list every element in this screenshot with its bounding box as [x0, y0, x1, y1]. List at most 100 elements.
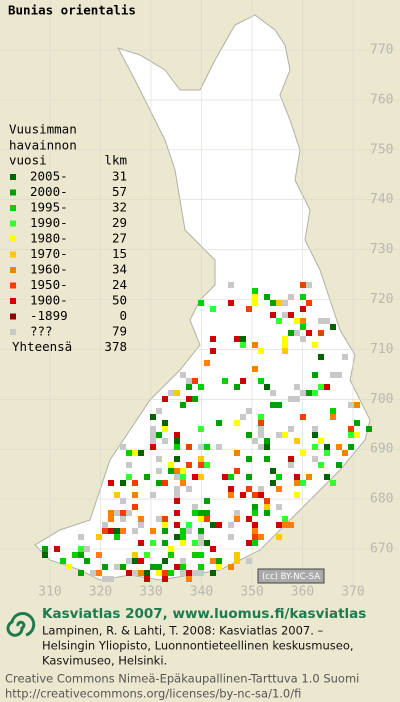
- record-square: [258, 486, 264, 492]
- record-square: [156, 432, 162, 438]
- record-square: [162, 540, 168, 546]
- legend-period: 1900-: [30, 293, 68, 308]
- record-square: [108, 510, 114, 516]
- citation: Helsingin Yliopisto, Luonnontieteellinen…: [42, 639, 354, 653]
- finland-outline: [34, 14, 371, 581]
- record-square: [228, 534, 234, 540]
- record-square: [186, 528, 192, 534]
- record-square: [228, 486, 234, 492]
- record-square: [264, 438, 270, 444]
- record-square: [336, 444, 342, 450]
- record-square: [264, 444, 270, 450]
- record-square: [198, 540, 204, 546]
- record-square: [174, 390, 180, 396]
- north-label: 710: [370, 342, 393, 357]
- legend-count: 29: [112, 215, 127, 230]
- record-square: [228, 282, 234, 288]
- record-square: [252, 510, 258, 516]
- record-square: [216, 564, 222, 570]
- record-square: [252, 288, 258, 294]
- record-square: [300, 450, 306, 456]
- record-square: [246, 540, 252, 546]
- legend-period: 2000-: [30, 184, 68, 199]
- record-square: [276, 534, 282, 540]
- record-square: [246, 432, 252, 438]
- record-square: [156, 408, 162, 414]
- record-square: [228, 474, 234, 480]
- record-square: [234, 552, 240, 558]
- record-square: [120, 516, 126, 522]
- record-square: [210, 522, 216, 528]
- legend-count: 34: [112, 262, 127, 277]
- record-square: [126, 558, 132, 564]
- record-square: [312, 432, 318, 438]
- north-label: 750: [370, 142, 393, 157]
- legend-period: 1970-: [30, 246, 68, 261]
- legend-period: 1980-: [30, 231, 68, 246]
- record-square: [180, 474, 186, 480]
- record-square: [174, 438, 180, 444]
- record-square: [180, 528, 186, 534]
- record-square: [276, 432, 282, 438]
- record-square: [204, 444, 210, 450]
- record-square: [108, 576, 114, 582]
- record-square: [186, 444, 192, 450]
- record-square: [228, 300, 234, 306]
- record-square: [282, 300, 288, 306]
- record-square: [276, 300, 282, 306]
- record-square: [174, 522, 180, 528]
- headline: Kasviatlas 2007, www.luomus.fi/kasviatla…: [42, 606, 366, 622]
- legend-swatch: [10, 329, 16, 335]
- record-square: [96, 552, 102, 558]
- record-square: [276, 402, 282, 408]
- record-square: [174, 444, 180, 450]
- legend-count: 32: [112, 200, 127, 215]
- record-square: [156, 564, 162, 570]
- record-square: [306, 282, 312, 288]
- record-square: [132, 504, 138, 510]
- record-square: [114, 528, 120, 534]
- legend-total: 378: [104, 339, 127, 354]
- legend-heading: vuosi: [9, 153, 47, 168]
- record-square: [210, 570, 216, 576]
- record-square: [186, 570, 192, 576]
- record-square: [114, 534, 120, 540]
- record-square: [156, 516, 162, 522]
- record-square: [264, 456, 270, 462]
- record-square: [282, 432, 288, 438]
- record-square: [210, 546, 216, 552]
- badge-box: [257, 568, 325, 584]
- record-square: [342, 450, 348, 456]
- record-square: [288, 462, 294, 468]
- record-square: [252, 522, 258, 528]
- record-square: [186, 576, 192, 582]
- record-square: [186, 522, 192, 528]
- record-square: [330, 414, 336, 420]
- logo: [6, 612, 36, 637]
- record-square: [312, 342, 318, 348]
- record-square: [132, 570, 138, 576]
- record-square: [144, 570, 150, 576]
- legend-period: 1950-: [30, 277, 68, 292]
- record-square: [306, 330, 312, 336]
- record-square: [294, 384, 300, 390]
- record-square: [168, 390, 174, 396]
- record-square: [282, 336, 288, 342]
- record-square: [174, 432, 180, 438]
- record-square: [276, 318, 282, 324]
- legend-period: ???: [30, 324, 53, 339]
- north-label: 770: [370, 43, 393, 58]
- legend-swatch: [10, 313, 16, 320]
- record-square: [228, 564, 234, 570]
- record-square: [84, 546, 90, 552]
- record-square: [240, 378, 246, 384]
- record-square: [234, 516, 240, 522]
- record-square: [174, 510, 180, 516]
- record-square: [180, 372, 186, 378]
- record-square: [240, 336, 246, 342]
- record-square: [270, 468, 276, 474]
- record-square: [270, 300, 276, 306]
- north-label: 690: [370, 442, 393, 457]
- record-square: [96, 570, 102, 576]
